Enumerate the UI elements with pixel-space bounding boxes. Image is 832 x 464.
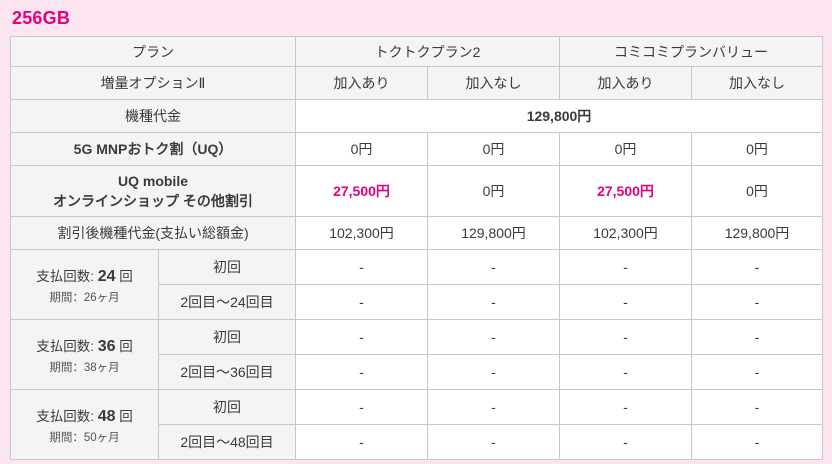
mnp-discount-label: 5G MNPおトク割（UQ）: [10, 132, 296, 166]
online-discount-cell: 0円: [426, 165, 561, 217]
installment-cell: -: [295, 319, 428, 355]
installment-cell: -: [691, 389, 824, 425]
installment-cell: -: [295, 424, 428, 460]
installment-cell: -: [295, 389, 428, 425]
installment-cell: -: [691, 249, 824, 285]
plan-header-label: プラン: [10, 36, 296, 67]
option-label: 増量オプションⅡ: [10, 66, 296, 100]
installment-cell: -: [426, 389, 561, 425]
installment-count-number: 48: [97, 407, 116, 425]
installment-cell: -: [691, 354, 824, 390]
installment-48-label: 支払回数: 48 回 期間：50ヶ月: [10, 389, 159, 460]
online-discount-cell-highlight: 27,500円: [559, 165, 693, 217]
total-cell: 102,300円: [295, 216, 428, 250]
option-cell: 加入なし: [691, 66, 824, 100]
table-row-installment-48-rest: 2回目〜48回目 - - - -: [11, 424, 824, 460]
installment-cell: -: [691, 284, 824, 320]
option-cell: 加入あり: [295, 66, 428, 100]
table-row-device-price: 機種代金 129,800円: [10, 99, 824, 133]
plan-name-tokutoku: トクトクプラン2: [294, 36, 561, 67]
table-row-installment-24-rest: 2回目〜24回目 - - - -: [11, 284, 824, 320]
installment-cell: -: [691, 424, 824, 460]
installment-24-label: 支払回数: 24 回 期間：26ヶ月: [10, 249, 159, 320]
installment-36-label: 支払回数: 36 回 期間：38ヶ月: [10, 319, 159, 390]
installment-48-period: 期間：50ヶ月: [49, 431, 120, 444]
installment-count-prefix: 支払回数:: [36, 408, 98, 424]
installment-cell: -: [295, 354, 428, 390]
installment-cell: -: [691, 319, 824, 355]
installment-cell: -: [426, 354, 561, 390]
installment-count-unit: 回: [115, 338, 133, 354]
table-row-plan: プラン トクトクプラン2 コミコミプランバリュー: [10, 36, 824, 67]
installment-36-period: 期間：38ヶ月: [49, 361, 120, 374]
installment-cell: -: [295, 249, 428, 285]
installment-cell: -: [559, 424, 693, 460]
installment-count-number: 24: [97, 267, 116, 285]
installment-cell: -: [559, 249, 693, 285]
installment-cell: -: [426, 249, 561, 285]
total-label: 割引後機種代金(支払い総額金): [10, 216, 296, 250]
online-discount-label-line2: オンラインショップ その他割引: [53, 193, 253, 209]
installment-cell: -: [426, 424, 561, 460]
price-table: プラン トクトクプラン2 コミコミプランバリュー 増量オプションⅡ 加入あり 加…: [10, 36, 824, 460]
installment-count-unit: 回: [115, 268, 133, 284]
installment-cell: -: [426, 284, 561, 320]
online-discount-label: UQ mobile オンラインショップ その他割引: [10, 165, 296, 217]
installment-36-count: 支払回数: 36 回: [15, 335, 154, 356]
online-discount-cell: 0円: [691, 165, 824, 217]
mnp-discount-cell: 0円: [559, 132, 693, 166]
online-discount-cell-highlight: 27,500円: [295, 165, 428, 217]
online-discount-label-line1: UQ mobile: [117, 172, 188, 189]
installment-36-first-label: 初回: [158, 319, 296, 355]
installment-48-count: 支払回数: 48 回: [15, 405, 154, 426]
installment-24-count: 支払回数: 24 回: [15, 265, 154, 286]
table-row-installment-36-first: 支払回数: 36 回 期間：38ヶ月 初回 - - - -: [10, 319, 824, 390]
installment-cell: -: [426, 319, 561, 355]
table-row-total: 割引後機種代金(支払い総額金) 102,300円 129,800円 102,30…: [10, 216, 824, 250]
installment-24-period: 期間：26ヶ月: [49, 291, 120, 304]
installment-48-rest-label: 2回目〜48回目: [158, 424, 296, 460]
installment-cell: -: [559, 389, 693, 425]
mnp-discount-cell: 0円: [295, 132, 428, 166]
installment-cell: -: [295, 284, 428, 320]
installment-cell: -: [559, 319, 693, 355]
installment-count-unit: 回: [115, 408, 133, 424]
installment-24-rest-label: 2回目〜24回目: [158, 284, 296, 320]
installment-count-prefix: 支払回数:: [36, 338, 98, 354]
total-cell: 129,800円: [691, 216, 824, 250]
mnp-discount-cell: 0円: [426, 132, 561, 166]
table-row-mnp-discount: 5G MNPおトク割（UQ） 0円 0円 0円 0円: [10, 132, 824, 166]
total-cell: 102,300円: [559, 216, 693, 250]
installment-cell: -: [559, 284, 693, 320]
installment-cell: -: [559, 354, 693, 390]
installment-count-number: 36: [97, 337, 116, 355]
device-price-label: 機種代金: [10, 99, 296, 133]
installment-36-rest-label: 2回目〜36回目: [158, 354, 296, 390]
table-row-option: 増量オプションⅡ 加入あり 加入なし 加入あり 加入なし: [10, 66, 824, 100]
installment-count-prefix: 支払回数:: [36, 268, 98, 284]
device-price-value: 129,800円: [294, 99, 824, 133]
table-row-online-discount: UQ mobile オンラインショップ その他割引 27,500円 0円 27,…: [10, 165, 824, 217]
installment-48-first-label: 初回: [158, 389, 296, 425]
option-cell: 加入あり: [559, 66, 693, 100]
total-cell: 129,800円: [426, 216, 561, 250]
table-row-installment-48-first: 支払回数: 48 回 期間：50ヶ月 初回 - - - -: [10, 389, 824, 460]
page-title: 256GB: [12, 8, 71, 28]
plan-name-komikomi: コミコミプランバリュー: [559, 36, 824, 67]
installment-24-first-label: 初回: [158, 249, 296, 285]
mnp-discount-cell: 0円: [691, 132, 824, 166]
option-cell: 加入なし: [426, 66, 561, 100]
table-row-installment-24-first: 支払回数: 24 回 期間：26ヶ月 初回 - - - -: [10, 249, 824, 320]
